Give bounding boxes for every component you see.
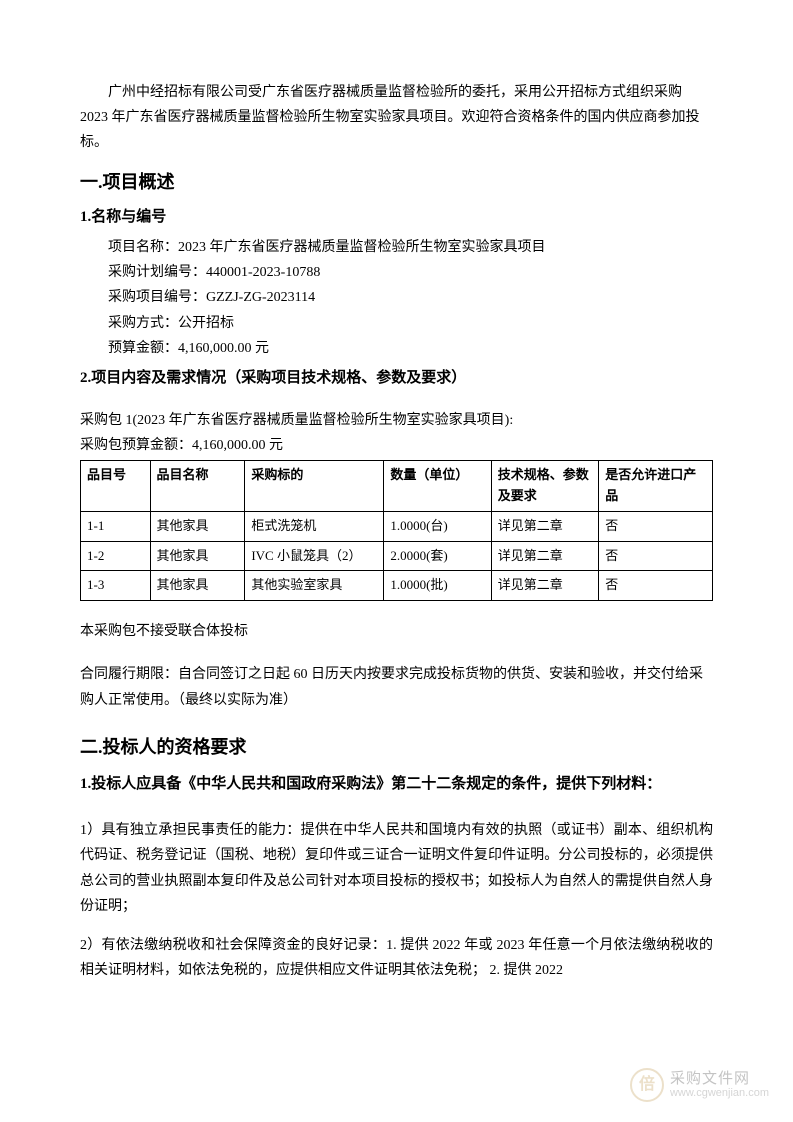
proj-no-label: 采购项目编号： [108,290,206,305]
table-cell: 1.0000(批) [384,571,491,601]
watermark: 倍 采购文件网 www.cgwenjian.com [630,1068,769,1102]
th-spec: 技术规格、参数及要求 [491,461,598,512]
proj-no-value: GZZJ-ZG-2023114 [206,290,315,305]
table-cell: 柜式洗笼机 [245,511,384,541]
package-budget: 采购包预算金额：4,160,000.00 元 [80,433,713,458]
plan-no-line: 采购计划编号：440001-2023-10788 [108,260,713,285]
table-cell: 其他家具 [150,541,245,571]
section1-sub2-heading: 2.项目内容及需求情况（采购项目技术规格、参数及要求） [80,365,713,392]
table-cell: 详见第二章 [491,511,598,541]
table-cell: 2.0000(套) [384,541,491,571]
table-cell: 1-1 [81,511,151,541]
project-name-line: 项目名称：2023 年广东省医疗器械质量监督检验所生物室实验家具项目 [108,235,713,260]
watermark-url: www.cgwenjian.com [670,1087,769,1099]
budget-value: 4,160,000.00 元 [178,341,269,356]
proj-no-line: 采购项目编号：GZZJ-ZG-2023114 [108,285,713,310]
items-table: 品目号 品目名称 采购标的 数量（单位） 技术规格、参数及要求 是否允许进口产品… [80,460,713,601]
table-cell: 1.0000(台) [384,511,491,541]
requirement-para-1: 1）具有独立承担民事责任的能力：提供在中华人民共和国境内有效的执照（或证书）副本… [80,818,713,919]
method-value: 公开招标 [178,316,234,331]
section1-heading: 一.项目概述 [80,166,713,198]
budget-label: 预算金额： [108,341,178,356]
th-qty: 数量（单位） [384,461,491,512]
method-line: 采购方式：公开招标 [108,311,713,336]
table-cell: 否 [599,511,713,541]
budget-line: 预算金额：4,160,000.00 元 [108,336,713,361]
table-header-row: 品目号 品目名称 采购标的 数量（单位） 技术规格、参数及要求 是否允许进口产品 [81,461,713,512]
table-cell: 否 [599,541,713,571]
plan-no-label: 采购计划编号： [108,265,206,280]
table-cell: 详见第二章 [491,541,598,571]
project-name-value: 2023 年广东省医疗器械质量监督检验所生物室实验家具项目 [178,240,546,255]
table-cell: 详见第二章 [491,571,598,601]
table-cell: IVC 小鼠笼具（2） [245,541,384,571]
contract-term-note: 合同履行期限：自合同签订之日起 60 日历天内按要求完成投标货物的供货、安装和验… [80,662,713,712]
table-row: 1-1其他家具柜式洗笼机1.0000(台)详见第二章否 [81,511,713,541]
th-import: 是否允许进口产品 [599,461,713,512]
requirement-para-2: 2）有依法缴纳税收和社会保障资金的良好记录：1. 提供 2022 年或 2023… [80,933,713,983]
th-item-name: 品目名称 [150,461,245,512]
table-row: 1-3其他家具其他实验室家具1.0000(批)详见第二章否 [81,571,713,601]
watermark-cn: 采购文件网 [670,1071,769,1088]
th-item-no: 品目号 [81,461,151,512]
table-cell: 否 [599,571,713,601]
table-cell: 1-3 [81,571,151,601]
section2-sub1-heading: 1.投标人应具备《中华人民共和国政府采购法》第二十二条规定的条件，提供下列材料： [80,771,713,798]
no-consortium-note: 本采购包不接受联合体投标 [80,619,713,644]
method-label: 采购方式： [108,316,178,331]
project-name-label: 项目名称： [108,240,178,255]
table-cell: 其他家具 [150,571,245,601]
table-row: 1-2其他家具IVC 小鼠笼具（2）2.0000(套)详见第二章否 [81,541,713,571]
watermark-icon: 倍 [630,1068,664,1102]
package-title: 采购包 1(2023 年广东省医疗器械质量监督检验所生物室实验家具项目): [80,408,713,433]
section1-sub1-heading: 1.名称与编号 [80,204,713,231]
table-cell: 其他家具 [150,511,245,541]
section2-heading: 二.投标人的资格要求 [80,731,713,763]
th-subject: 采购标的 [245,461,384,512]
table-cell: 1-2 [81,541,151,571]
intro-paragraph: 广州中经招标有限公司受广东省医疗器械质量监督检验所的委托，采用公开招标方式组织采… [80,80,713,156]
plan-no-value: 440001-2023-10788 [206,265,320,280]
table-cell: 其他实验室家具 [245,571,384,601]
